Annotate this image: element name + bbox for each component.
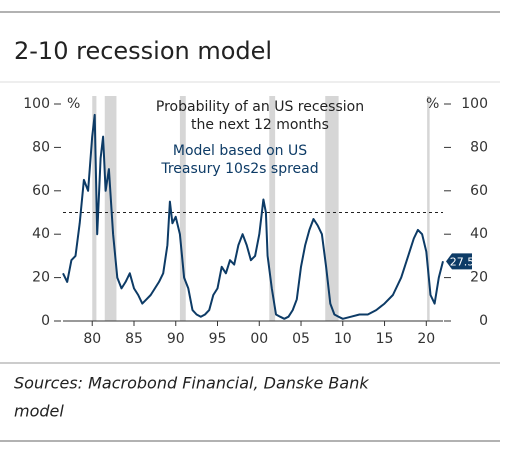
annotation: Model based on US: [173, 143, 307, 159]
end-label-box: [446, 253, 472, 270]
recession-band: [92, 96, 97, 321]
annotation: Probability of an US recession: [156, 99, 364, 115]
y-tick-label: 20: [32, 270, 50, 286]
recession-band: [325, 96, 339, 321]
x-tick-label: 00: [250, 331, 268, 347]
recession-band: [269, 96, 276, 321]
end-label: 27.5: [450, 255, 475, 268]
y-unit: %: [67, 96, 80, 112]
y-unit: %: [426, 96, 439, 112]
recession-band: [179, 96, 186, 321]
y-tick-label: 60: [32, 183, 50, 199]
source: Sources: Macrobond Financial, Danske Ban…: [14, 374, 369, 393]
y-tick-label: 100: [23, 96, 50, 112]
x-tick-label: 15: [376, 331, 394, 347]
x-tick-label: 95: [209, 331, 227, 347]
annotation: the next 12 months: [191, 117, 329, 133]
y-tick-label: 0: [41, 313, 50, 329]
chart-title: 2-10 recession model: [14, 37, 272, 65]
x-tick-label: 90: [167, 331, 185, 347]
y2-tick-label: 100: [461, 96, 488, 112]
series-line: [62, 113, 444, 320]
x-tick-label: 85: [125, 331, 143, 347]
y-tick-label: 80: [32, 139, 50, 155]
recession-band: [427, 96, 430, 321]
x-tick-label: 05: [292, 331, 310, 347]
y2-tick-label: 0: [479, 313, 488, 329]
source: model: [14, 402, 64, 421]
y2-tick-label: 60: [470, 183, 488, 199]
y2-tick-label: 20: [470, 270, 488, 286]
y2-tick-label: 40: [470, 226, 488, 242]
annotation: Treasury 10s2s spread: [160, 161, 318, 177]
y-tick-label: 40: [32, 226, 50, 242]
y2-tick-label: 80: [470, 139, 488, 155]
x-tick-label: 20: [417, 331, 435, 347]
x-tick-label: 10: [334, 331, 352, 347]
x-tick-label: 80: [83, 331, 101, 347]
